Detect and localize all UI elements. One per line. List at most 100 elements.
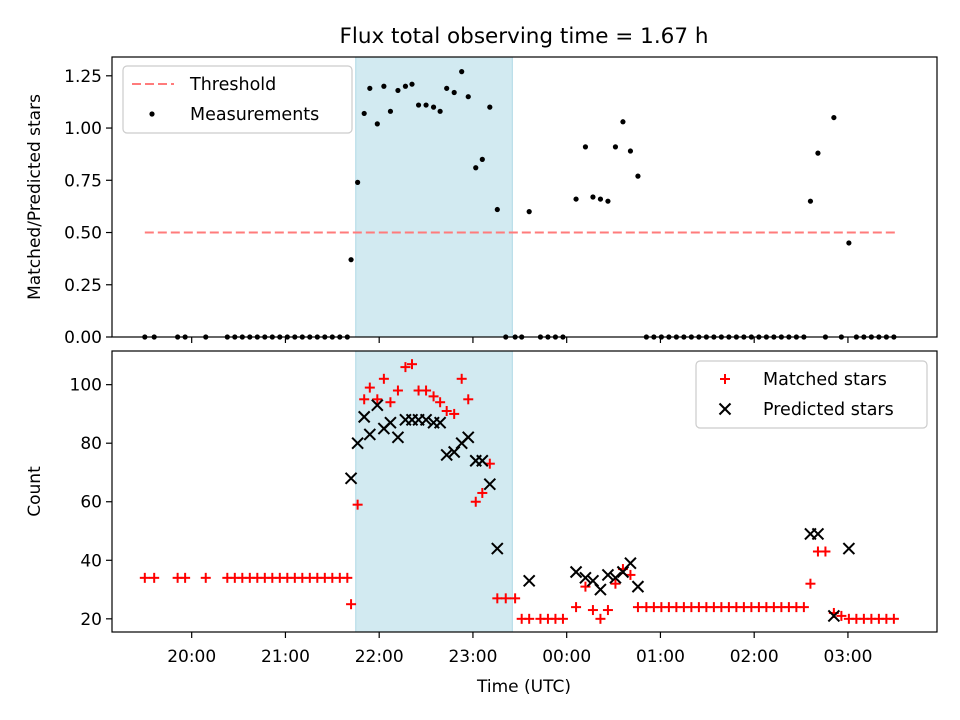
- x-tick-label: 20:00: [167, 647, 216, 667]
- legend-threshold-label: Threshold: [189, 75, 276, 95]
- matched-star-point: [385, 397, 396, 408]
- matched-star-point: [571, 602, 582, 613]
- measurement-point: [437, 108, 443, 114]
- measurement-point: [381, 83, 387, 89]
- predicted-star-point-b: [476, 454, 489, 467]
- matched-star-point: [200, 572, 211, 583]
- predicted-star-point: [483, 477, 497, 491]
- predicted-star-point-b: [419, 413, 433, 426]
- matched-star-point: [820, 546, 831, 557]
- top-y-axis-label: Matched/Predicted stars: [25, 94, 45, 300]
- star-count-panel: 20 40 60 80 100 20:00 21:00 22:00 23:00 00:00 01:0…: [25, 350, 938, 697]
- predicted-star-point-b: [384, 416, 397, 429]
- matched-star-point: [510, 593, 521, 604]
- x-tick-label: 03:00: [823, 647, 872, 667]
- matched-star-point: [836, 610, 847, 621]
- matched-star-point: [421, 385, 432, 396]
- predicted-star-point: [827, 609, 841, 623]
- measurement-point: [395, 87, 401, 94]
- predicted-star-point-b: [344, 472, 358, 485]
- predicted-star-point: [476, 454, 489, 467]
- y-tick-label: 0.50: [64, 224, 102, 244]
- predicted-star-point: [462, 431, 475, 444]
- matched-star-point: [602, 605, 613, 616]
- matched-star-point: [580, 581, 591, 592]
- predicted-star-point: [579, 571, 592, 585]
- legend-x-marker: [718, 402, 732, 416]
- predicted-star-point: [419, 413, 433, 426]
- predicted-star-point-b: [357, 410, 371, 424]
- bottom-legend-box: [695, 360, 928, 429]
- x-tick-label: 01:00: [636, 647, 685, 667]
- predicted-star-point-b: [811, 527, 825, 541]
- matched-star-point: [632, 602, 643, 613]
- measurement-point: [451, 89, 457, 96]
- predicted-star-point-b: [842, 542, 856, 555]
- x-tick-label: 00:00: [542, 647, 591, 667]
- predicted-star-point: [624, 557, 637, 570]
- measurement-point: [573, 196, 579, 202]
- matched-star-point: [435, 397, 446, 408]
- predicted-star-point-b: [351, 436, 364, 450]
- predicted-star-point: [631, 580, 645, 593]
- measurement-point: [409, 81, 415, 87]
- predicted-star-point: [371, 398, 384, 412]
- predicted-star-point-b: [391, 431, 405, 444]
- measurement-point: [473, 165, 479, 171]
- matched-star-point: [139, 572, 150, 583]
- bottom-y-axis-label: Count: [25, 466, 45, 517]
- matched-star-point: [500, 593, 511, 604]
- measurement-point: [374, 121, 380, 127]
- top-axis-ticks: 0.00 0.25 0.50 0.75 1.00 1.25: [64, 67, 849, 348]
- x-axis-label: Time (UTC): [476, 677, 571, 697]
- predicted-star-point-b: [624, 557, 637, 570]
- matched-star-point: [400, 362, 411, 373]
- predicted-star-point: [522, 574, 536, 587]
- predicted-star-point-b: [827, 609, 841, 623]
- measurement-point: [479, 156, 485, 162]
- measurement-point: [627, 148, 634, 154]
- y-tick-label: 60: [80, 493, 102, 513]
- predicted-star-point-b: [363, 428, 377, 441]
- legend-matched-swatch: [720, 374, 730, 384]
- y-tick-label: 1.25: [64, 67, 102, 87]
- predicted-star-point-b: [609, 571, 622, 585]
- legend-x-marker-b: [718, 402, 732, 416]
- x-tick-label: 02:00: [730, 647, 779, 667]
- top-legend-box: [122, 65, 353, 134]
- measurement-point: [582, 144, 589, 150]
- measurement-point: [590, 194, 596, 200]
- predicted-star-point-b: [522, 574, 536, 587]
- predicted-star-point: [440, 448, 453, 462]
- bottom-legend: Matched stars Predicted stars: [695, 360, 928, 429]
- matched-star-point: [610, 578, 621, 589]
- matched-star-point: [346, 599, 357, 610]
- predicted-star-point-b: [569, 565, 583, 579]
- count-points: [139, 359, 899, 624]
- predicted-star-point: [363, 428, 377, 441]
- y-tick-label: 80: [80, 434, 102, 454]
- measurement-point: [597, 196, 604, 202]
- measurement-point: [807, 198, 814, 204]
- measurement-point: [423, 102, 429, 108]
- flux-ratio-panel: 0.00 0.25 0.50 0.75 1.00 1.25 Matched/Predict…: [25, 56, 938, 348]
- legend-measurements-swatch: [149, 111, 155, 117]
- predicted-star-point: [344, 472, 358, 485]
- predicted-star-point-b: [631, 580, 645, 593]
- matched-star-point: [449, 408, 460, 419]
- predicted-star-point-b: [433, 416, 447, 429]
- legend-plus-marker: [720, 374, 730, 384]
- matched-star-point: [524, 613, 535, 624]
- predicted-star-point: [491, 542, 504, 555]
- predicted-star-point: [357, 410, 371, 424]
- measurement-point: [387, 108, 394, 114]
- legend-predicted-label: Predicted stars: [763, 400, 894, 420]
- matched-star-point: [441, 406, 452, 417]
- measurement-point: [367, 85, 373, 91]
- measurement-point: [430, 104, 437, 110]
- predicted-star-point-b: [601, 568, 615, 582]
- measurement-point: [846, 240, 852, 246]
- predicted-star-point-b: [371, 398, 384, 412]
- matched-star-point: [557, 613, 568, 624]
